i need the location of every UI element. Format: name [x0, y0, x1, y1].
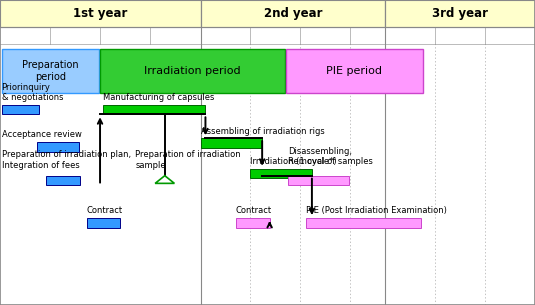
Text: Irradiation (1 cycle*): Irradiation (1 cycle*) [250, 157, 337, 166]
Text: Preparation of irradiation
sample: Preparation of irradiation sample [135, 150, 241, 170]
Bar [0, 27, 535, 44]
Text: Priorinquiry
& negotiations: Priorinquiry & negotiations [2, 83, 63, 102]
Text: Assembling of irradiation rigs: Assembling of irradiation rigs [201, 127, 324, 136]
Text: Preparation of irradiation plan,
Integration of fees: Preparation of irradiation plan, Integra… [2, 150, 131, 170]
Bar [236, 218, 270, 228]
Bar [201, 0, 385, 27]
Text: 3rd year: 3rd year [432, 7, 488, 20]
Text: 1st year: 1st year [73, 7, 127, 20]
Polygon shape [155, 176, 174, 183]
Bar [100, 49, 285, 93]
Text: PIE (Post Irradiation Examination): PIE (Post Irradiation Examination) [306, 206, 447, 215]
Text: Contract: Contract [236, 206, 272, 215]
Text: Irradiation period: Irradiation period [144, 66, 241, 76]
Bar [288, 176, 349, 185]
Bar [103, 105, 205, 114]
Bar [46, 176, 80, 185]
Bar [250, 169, 312, 178]
Text: Disassembling,
Removal of samples: Disassembling, Removal of samples [288, 147, 373, 166]
Text: Contract: Contract [87, 206, 123, 215]
Bar [2, 49, 99, 93]
Bar [306, 218, 421, 228]
Bar [37, 142, 79, 152]
Text: Acceptance review: Acceptance review [2, 130, 81, 139]
Text: 2nd year: 2nd year [264, 7, 322, 20]
Text: Manufacturing of capsules: Manufacturing of capsules [103, 93, 214, 102]
Bar [385, 0, 535, 27]
Bar [87, 218, 120, 228]
Bar [2, 105, 39, 114]
Text: Preparation
period: Preparation period [22, 60, 79, 82]
Bar [201, 138, 262, 148]
Text: PIE period: PIE period [326, 66, 383, 76]
Bar [0, 0, 535, 27]
Bar [0, 0, 201, 27]
Bar [286, 49, 423, 93]
